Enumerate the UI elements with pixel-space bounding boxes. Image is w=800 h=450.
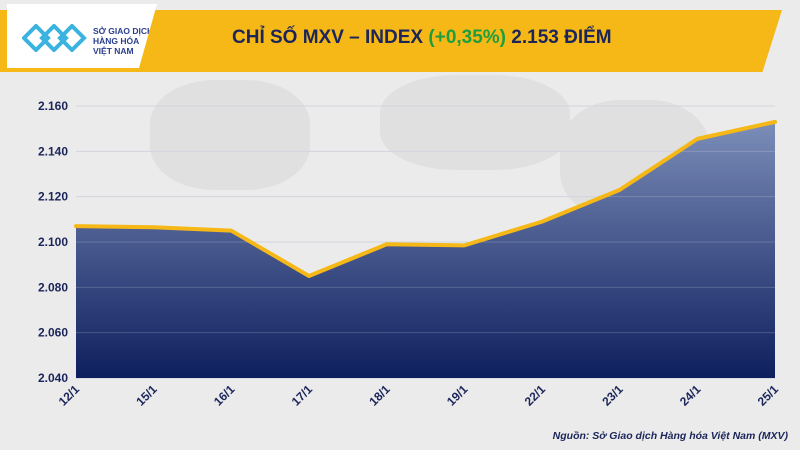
y-tick-label: 2.160 [38, 99, 68, 113]
logo-line: SỞ GIAO DỊCH [93, 26, 154, 36]
y-tick-label: 2.120 [38, 190, 68, 204]
page-title: CHỈ SỐ MXV – INDEX (+0,35%) 2.153 ĐIỂM [232, 27, 612, 55]
background-map-shape [380, 75, 570, 170]
y-tick-label: 2.060 [38, 326, 68, 340]
y-tick-label: 2.140 [38, 144, 68, 158]
y-tick-label: 2.040 [38, 371, 68, 385]
x-tick-label: 25/1 [755, 382, 782, 409]
background-map-shape [150, 80, 310, 190]
series-line [74, 119, 777, 278]
logo-line: VIỆT NAM [93, 46, 134, 56]
x-tick-label: 19/1 [444, 382, 471, 409]
x-tick-label: 24/1 [677, 382, 704, 409]
x-tick-label: 12/1 [56, 382, 83, 409]
title-change: (+0,35%) [428, 27, 507, 48]
y-tick-label: 2.100 [38, 235, 68, 249]
y-tick-label: 2.080 [38, 280, 68, 294]
title-main: CHỈ SỐ MXV – INDEX [232, 27, 424, 48]
logo-icon [22, 24, 87, 52]
title-value: 2.153 ĐIỂM [511, 27, 612, 48]
series-area [76, 121, 775, 378]
x-tick-label: 15/1 [133, 382, 160, 409]
logo-text: SỞ GIAO DỊCH HÀNG HÓA VIỆT NAM [93, 26, 153, 56]
x-tick-label: 16/1 [211, 382, 238, 409]
x-tick-label: 18/1 [366, 382, 393, 409]
logo: SỞ GIAO DỊCH HÀNG HÓA VIỆT NAM [7, 4, 157, 68]
x-tick-label: 17/1 [289, 382, 316, 409]
logo-line: HÀNG HÓA [93, 36, 140, 46]
source-note: Nguồn: Sở Giao dịch Hàng hóa Việt Nam (M… [552, 430, 788, 442]
x-tick-label: 22/1 [522, 382, 549, 409]
x-tick-label: 23/1 [599, 382, 626, 409]
